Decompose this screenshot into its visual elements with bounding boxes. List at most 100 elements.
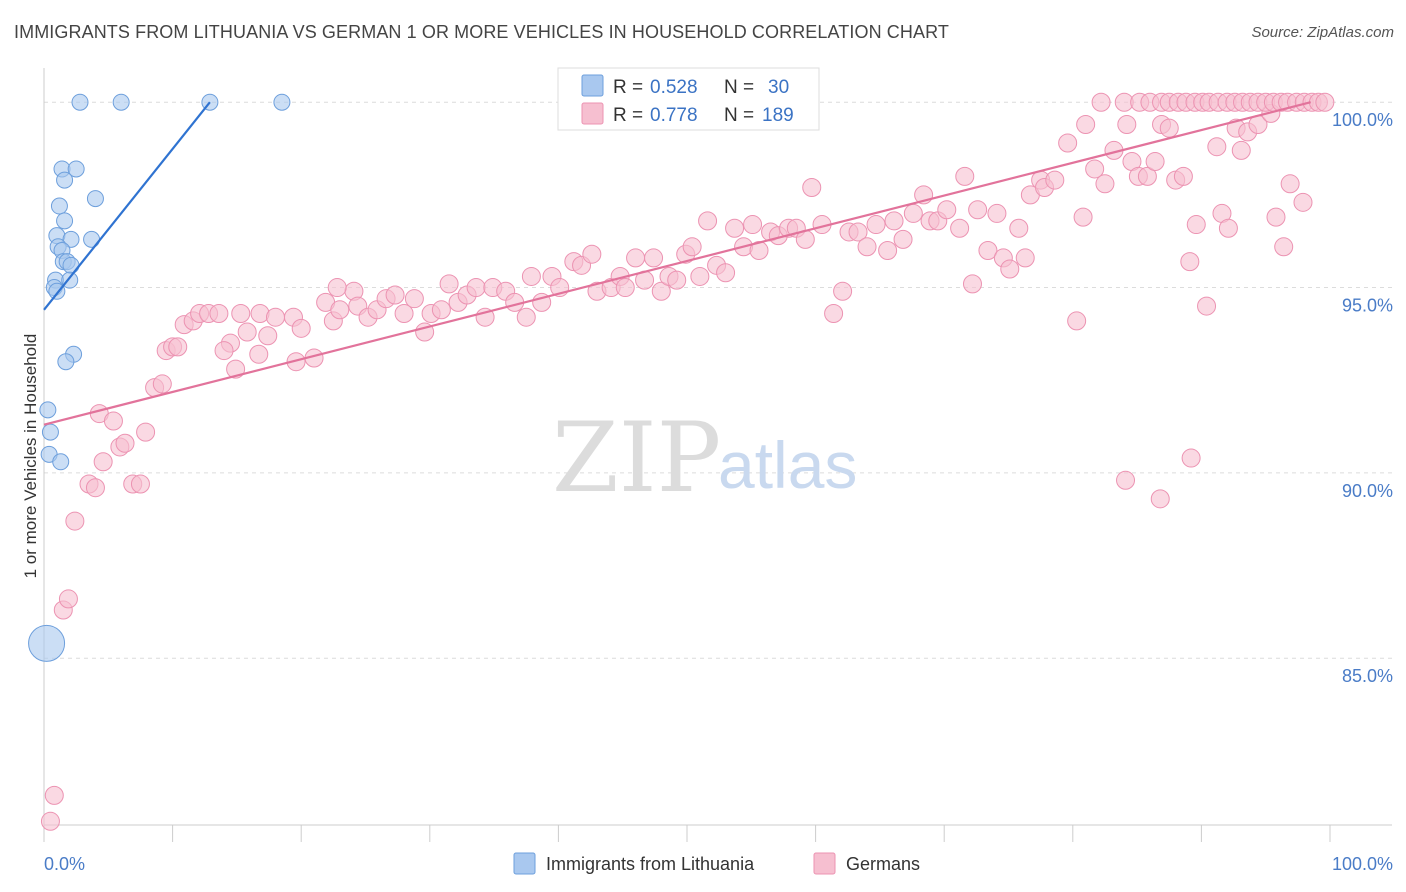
- germans-point-151: [1266, 207, 1286, 227]
- legend-r-value-2: 0.778: [650, 105, 698, 126]
- germans-point-14: [103, 411, 123, 431]
- legend-n-label-1: N =: [724, 77, 754, 98]
- trend-lines: [43, 101, 1311, 426]
- germans-point-61: [516, 307, 536, 327]
- germans-point-156: [1150, 489, 1170, 509]
- y-tick-label-2: 90.0%: [1342, 481, 1393, 501]
- legend-n-value-2: 189: [762, 105, 794, 126]
- germans-point-111: [955, 166, 975, 186]
- bottom-legend-swatch-germans: [813, 852, 836, 875]
- lithuania-point-0: [71, 93, 89, 111]
- germans-point-73: [626, 248, 646, 268]
- germans-point-131: [1117, 114, 1137, 134]
- germans-point-20: [226, 359, 246, 379]
- germans-point-72: [615, 278, 635, 298]
- germans-point-49: [404, 289, 424, 309]
- germans-point-128: [1085, 159, 1105, 179]
- germans-point-35: [291, 318, 311, 338]
- germans-point-154: [1293, 192, 1313, 212]
- series-germans-points: [40, 92, 1335, 831]
- bottom-legend-label-lithuania: Immigrants from Lithuania: [546, 854, 755, 874]
- lithuania-point-24: [39, 401, 57, 419]
- germans-point-87: [743, 215, 763, 235]
- germans-point-19: [168, 337, 188, 357]
- germans-point-8: [130, 474, 150, 494]
- lithuania-point-7: [86, 190, 104, 208]
- germans-point-0: [40, 811, 60, 831]
- germans-point-129: [1095, 174, 1115, 194]
- germans-point-82: [698, 211, 718, 231]
- germans-point-78: [667, 270, 687, 290]
- lithuania-point-1: [112, 93, 130, 111]
- germans-point-68: [582, 244, 602, 264]
- germans-point-48: [394, 304, 414, 324]
- x-tick-label-0: 0.0%: [44, 854, 85, 874]
- y-tick-label-1: 95.0%: [1342, 296, 1393, 316]
- germans-point-103: [884, 211, 904, 231]
- germans-point-76: [651, 281, 671, 301]
- series-legend: Immigrants from Lithuania Germans: [513, 852, 920, 875]
- germans-point-12: [136, 422, 156, 442]
- germans-point-152: [1274, 237, 1294, 257]
- germans-point-6: [85, 478, 105, 498]
- germans-point-110: [950, 218, 970, 238]
- watermark-atlas: atlas: [718, 428, 857, 502]
- x-tick-label-1: 100.0%: [1332, 854, 1393, 874]
- germans-point-26: [209, 304, 229, 324]
- legend-swatch-germans: [581, 102, 604, 125]
- germans-point-11: [115, 433, 135, 453]
- germans-point-118: [1009, 218, 1029, 238]
- germans-point-94: [802, 177, 822, 197]
- y-tick-label-3: 85.0%: [1342, 666, 1393, 686]
- germans-point-1: [44, 785, 64, 805]
- lithuania-point-23: [57, 353, 75, 371]
- germans-point-33: [265, 307, 285, 327]
- germans-point-143: [1207, 137, 1227, 157]
- germans-point-101: [866, 215, 886, 235]
- y-tick-label-0: 100.0%: [1332, 110, 1393, 130]
- watermark: ZIP atlas: [552, 402, 857, 514]
- germans-point-119: [1015, 248, 1035, 268]
- germans-point-28: [214, 341, 234, 361]
- germans-point-135: [1145, 152, 1165, 172]
- legend-n-label-2: N =: [724, 105, 754, 126]
- lithuania-point-8: [50, 197, 68, 215]
- germans-point-84: [716, 263, 736, 283]
- germans-point-53: [439, 274, 459, 294]
- germans-point-40: [330, 300, 350, 320]
- bottom-legend-swatch-lithuania: [513, 852, 536, 875]
- legend-r-value-1: 0.528: [650, 77, 698, 98]
- x-tick-labels: 0.0% 100.0%: [44, 854, 1393, 874]
- germans-point-141: [1186, 215, 1206, 235]
- germans-point-155: [1116, 470, 1136, 490]
- y-tick-labels: 100.0% 95.0% 90.0% 85.0%: [1332, 110, 1393, 686]
- lithuania-point-25: [41, 423, 59, 441]
- germans-point-32: [258, 326, 278, 346]
- germans-point-47: [385, 285, 405, 305]
- germans-point-88: [749, 240, 769, 260]
- germans-point-62: [521, 266, 541, 286]
- germans-point-145: [1218, 218, 1238, 238]
- germans-point-96: [824, 304, 844, 324]
- germans-point-137: [1159, 118, 1179, 138]
- germans-point-81: [690, 266, 710, 286]
- germans-point-29: [231, 304, 251, 324]
- lithuania-trend-line: [43, 101, 211, 311]
- bottom-legend-label-germans: Germans: [846, 854, 920, 874]
- germans-point-183: [1315, 92, 1335, 112]
- lithuania-point-28: [28, 624, 66, 662]
- germans-point-21: [249, 344, 269, 364]
- lithuania-point-6: [56, 171, 74, 189]
- chart-title: IMMIGRANTS FROM LITHUANIA VS GERMAN 1 OR…: [14, 22, 949, 42]
- watermark-zip: ZIP: [552, 402, 721, 514]
- germans-point-140: [1180, 252, 1200, 272]
- legend-n-value-1: 30: [768, 77, 789, 98]
- germans-point-115: [987, 203, 1007, 223]
- germans-point-142: [1197, 296, 1217, 316]
- germans-point-158: [1091, 92, 1111, 112]
- lithuania-point-3: [273, 93, 291, 111]
- germans-point-117: [1000, 259, 1020, 279]
- germans-point-113: [968, 200, 988, 220]
- y-axis-label: 1 or more Vehicles in Household: [21, 334, 40, 579]
- legend-swatch-lithuania: [581, 74, 604, 97]
